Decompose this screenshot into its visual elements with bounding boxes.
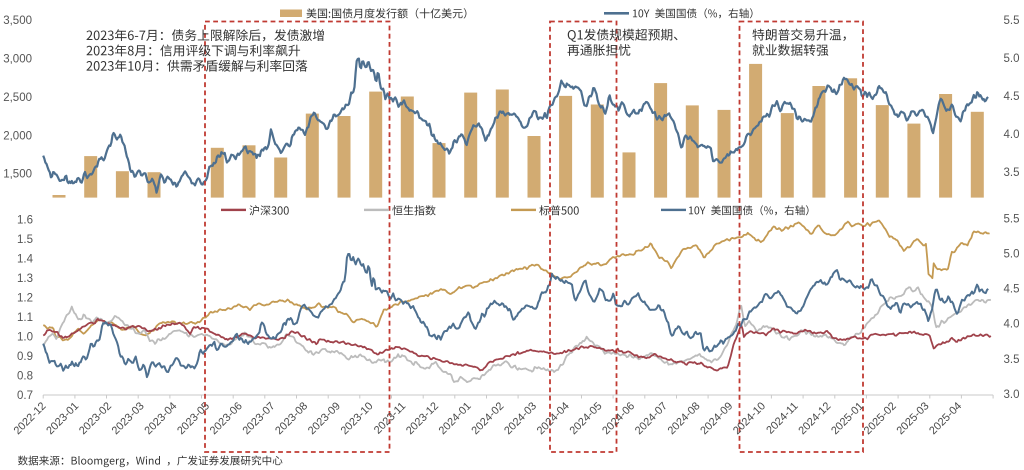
svg-text:4.0: 4.0 bbox=[1004, 319, 1020, 331]
svg-text:5.5: 5.5 bbox=[1004, 15, 1020, 27]
svg-text:2,000: 2,000 bbox=[3, 130, 32, 142]
svg-text:1.1: 1.1 bbox=[17, 312, 33, 324]
svg-text:0.7: 0.7 bbox=[17, 390, 33, 402]
svg-text:4.5: 4.5 bbox=[1004, 91, 1020, 103]
svg-text:1.5: 1.5 bbox=[17, 234, 33, 246]
svg-text:1,500: 1,500 bbox=[3, 169, 32, 181]
svg-text:4.5: 4.5 bbox=[1004, 284, 1020, 296]
svg-text:0.8: 0.8 bbox=[17, 370, 33, 382]
svg-text:1.3: 1.3 bbox=[17, 273, 33, 285]
svg-text:5.0: 5.0 bbox=[1004, 249, 1020, 261]
svg-text:1.2: 1.2 bbox=[17, 292, 33, 304]
svg-text:3.5: 3.5 bbox=[1004, 354, 1020, 366]
svg-text:3.0: 3.0 bbox=[1004, 389, 1020, 401]
svg-text:1.0: 1.0 bbox=[17, 331, 33, 343]
svg-text:5.5: 5.5 bbox=[1004, 213, 1020, 225]
svg-text:0.9: 0.9 bbox=[17, 351, 33, 363]
svg-text:5.0: 5.0 bbox=[1004, 53, 1020, 65]
svg-text:1.6: 1.6 bbox=[17, 214, 33, 226]
svg-text:3.5: 3.5 bbox=[1004, 167, 1020, 179]
svg-text:1.4: 1.4 bbox=[17, 253, 34, 265]
svg-text:2,500: 2,500 bbox=[3, 92, 32, 104]
svg-text:4.0: 4.0 bbox=[1004, 129, 1020, 141]
svg-text:3,500: 3,500 bbox=[3, 15, 32, 27]
svg-text:3,000: 3,000 bbox=[3, 54, 32, 66]
